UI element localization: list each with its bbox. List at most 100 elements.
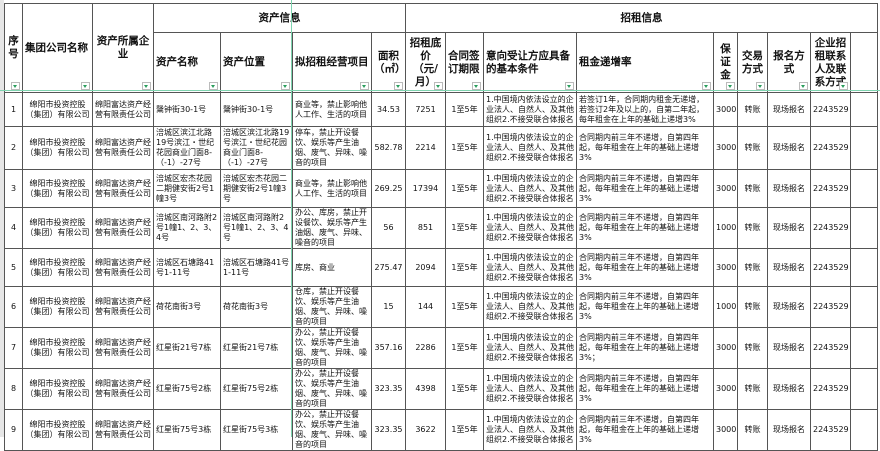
- cell-rent-growth[interactable]: 合同期内前三年不递增，自第四年起，每年租金在上年的基础上递增3%: [576, 368, 714, 410]
- cell-signup-method[interactable]: 现场报名: [767, 248, 811, 287]
- cell-price[interactable]: 2214: [405, 126, 446, 170]
- cell-trade-method[interactable]: 转账: [737, 409, 768, 451]
- cell-rent-growth[interactable]: 合同期内前三年不递增，自第四年起，每年租金在上年的基础上递增3%: [576, 286, 714, 328]
- cell-rent-growth[interactable]: 合同期内前三年不递增，自第四年起，每年租金在上年的基础上递增3%: [576, 248, 714, 287]
- cell-asset-name[interactable]: 红星街75号3栋: [153, 409, 221, 451]
- cell-rent-growth[interactable]: 合同期内前三年不递增，自第四年起，每年租金在上年的基础上递增3%: [576, 126, 714, 170]
- cell-deposit[interactable]: 1000: [713, 207, 738, 249]
- cell-note[interactable]: [849, 368, 879, 410]
- cell-project[interactable]: 仓库，禁止开设餐饮、娱乐等产生油烟、废气、异味、噪音的项目: [292, 286, 372, 328]
- header-trade-method[interactable]: 交易方式: [737, 32, 768, 93]
- cell-contact[interactable]: 2243529: [810, 409, 851, 451]
- cell-price[interactable]: 2286: [405, 327, 446, 369]
- cell-asset-name[interactable]: 涪城区石塘路41号1-11号: [153, 248, 221, 287]
- cell-rent-growth[interactable]: 合同期内前三年不递增，自第四年起，每年租金在上年的基础上递增3%: [576, 207, 714, 249]
- cell-contact[interactable]: 2243529: [810, 368, 851, 410]
- cell-trade-method[interactable]: 转账: [737, 368, 768, 410]
- cell-deposit[interactable]: 3000: [713, 169, 738, 208]
- filter-dropdown-icon[interactable]: [434, 82, 443, 90]
- cell-asset-name[interactable]: 涪城区南河路附2号1幢1、2、3、4号: [153, 207, 221, 249]
- header-project[interactable]: 拟招租经营项目: [292, 32, 372, 93]
- cell-asset-name[interactable]: 鬶钟街30-1号: [153, 92, 221, 127]
- cell-price[interactable]: 144: [405, 286, 446, 328]
- filter-dropdown-icon[interactable]: [81, 82, 90, 90]
- cell-area[interactable]: 15: [371, 286, 406, 328]
- cell-signup-method[interactable]: 现场报名: [767, 286, 811, 328]
- cell-trade-method[interactable]: 转账: [737, 126, 768, 170]
- cell-group-company[interactable]: 绵阳市投资控股（集团）有限公司: [22, 126, 93, 170]
- cell-trade-method[interactable]: 转账: [737, 169, 768, 208]
- cell-conditions[interactable]: 1.中国境内依法设立的企业法人、自然人、及其他组织2.不接受联合体报名: [483, 248, 577, 287]
- cell-asset-location[interactable]: 荷花南街3号: [220, 286, 293, 328]
- filter-dropdown-icon[interactable]: [394, 82, 403, 90]
- filter-dropdown-icon[interactable]: [11, 82, 20, 90]
- cell-price[interactable]: 851: [405, 207, 446, 249]
- cell-deposit[interactable]: 3000: [713, 126, 738, 170]
- cell-conditions[interactable]: 1.中国境内依法设立的企业法人、自然人、及其他组织2.不接受联合体报名: [483, 409, 577, 451]
- cell-trade-method[interactable]: 转账: [737, 207, 768, 249]
- cell-signup-method[interactable]: 现场报名: [767, 169, 811, 208]
- header-asset-location[interactable]: 资产位置: [220, 32, 293, 93]
- cell-conditions[interactable]: 1.中国境内依法设立的企业法人、自然人、及其他组织2.不接受联合体报名: [483, 92, 577, 127]
- cell-rent-growth[interactable]: 合同期内前三年不递增，自第四年起，每年租金在上年的基础上递增3%；: [576, 327, 714, 369]
- cell-seq[interactable]: 6: [4, 286, 23, 328]
- cell-deposit[interactable]: 3000: [713, 92, 738, 127]
- cell-note[interactable]: [849, 248, 879, 287]
- cell-trade-method[interactable]: 转账: [737, 248, 768, 287]
- cell-asset-location[interactable]: 涪城区石塘路41号1-11号: [220, 248, 293, 287]
- cell-asset-name[interactable]: 涪城区宏杰花园二期健安街2号1幢3号: [153, 169, 221, 208]
- cell-rent-growth[interactable]: 若签订1年，合同期内租金无递增，若签订2年及以上的，自第二年起，每年租金在上年的…: [576, 92, 714, 127]
- cell-enterprise[interactable]: 绵阳富达资产经营有限责任公司: [92, 248, 154, 287]
- header-rent-growth[interactable]: 租金递增率: [576, 32, 714, 93]
- cell-contact[interactable]: 2243529: [810, 248, 851, 287]
- cell-enterprise[interactable]: 绵阳富达资产经营有限责任公司: [92, 286, 154, 328]
- cell-price[interactable]: 2094: [405, 248, 446, 287]
- cell-term[interactable]: 1至5年: [445, 92, 484, 127]
- cell-note[interactable]: [849, 92, 879, 127]
- cell-area[interactable]: 34.53: [371, 92, 406, 127]
- filter-dropdown-icon[interactable]: [702, 82, 711, 90]
- cell-enterprise[interactable]: 绵阳富达资产经营有限责任公司: [92, 92, 154, 127]
- cell-area[interactable]: 275.47: [371, 248, 406, 287]
- cell-seq[interactable]: 4: [4, 207, 23, 249]
- filter-dropdown-icon[interactable]: [799, 82, 808, 90]
- cell-contact[interactable]: 2243529: [810, 92, 851, 127]
- cell-conditions[interactable]: 1.中国境内依法设立的企业法人、自然人、及其他组织2.不接受联合体报名: [483, 207, 577, 249]
- cell-deposit[interactable]: 3000: [713, 327, 738, 369]
- cell-group-company[interactable]: 绵阳市投资控股（集团）有限公司: [22, 92, 93, 127]
- cell-rent-growth[interactable]: 合同期内前三年不递增，自第四年起，每年租金在上年的基础上递增3%: [576, 169, 714, 208]
- cell-project[interactable]: 办公、库房，禁止开设餐饮、娱乐等产生油烟、废气、异味、噪音的项目: [292, 207, 372, 249]
- cell-deposit[interactable]: 3000: [713, 248, 738, 287]
- cell-note[interactable]: [849, 207, 879, 249]
- cell-term[interactable]: 1至5年: [445, 409, 484, 451]
- cell-seq[interactable]: 2: [4, 126, 23, 170]
- cell-asset-name[interactable]: 红星街75号2栋: [153, 368, 221, 410]
- cell-term[interactable]: 1至5年: [445, 286, 484, 328]
- cell-asset-location[interactable]: 红星街21号7栋: [220, 327, 293, 369]
- cell-signup-method[interactable]: 现场报名: [767, 327, 811, 369]
- filter-dropdown-icon[interactable]: [756, 82, 765, 90]
- cell-deposit[interactable]: 1000: [713, 286, 738, 328]
- cell-project[interactable]: 办公，禁止开设餐饮、娱乐等产生油烟、废气、异味、噪音的项目: [292, 409, 372, 451]
- filter-dropdown-icon[interactable]: [565, 82, 574, 90]
- cell-project[interactable]: 商业等，禁止影响他人工作、生活的项目: [292, 169, 372, 208]
- cell-area[interactable]: 582.78: [371, 126, 406, 170]
- filter-dropdown-icon[interactable]: [360, 82, 369, 90]
- cell-contact[interactable]: 2243529: [810, 286, 851, 328]
- cell-enterprise[interactable]: 绵阳富达资产经营有限责任公司: [92, 327, 154, 369]
- cell-project[interactable]: 办公，禁止开设餐饮、娱乐等产生油烟、废气、异味、噪音的项目: [292, 368, 372, 410]
- header-area[interactable]: 面积（㎡）: [371, 32, 406, 93]
- header-deposit[interactable]: 保证金: [713, 32, 738, 93]
- header-seq[interactable]: 序号: [4, 3, 23, 93]
- cell-group-company[interactable]: 绵阳市投资控股（集团）有限公司: [22, 286, 93, 328]
- cell-deposit[interactable]: 3000: [713, 409, 738, 451]
- cell-note[interactable]: [849, 169, 879, 208]
- filter-dropdown-icon[interactable]: [726, 82, 735, 90]
- cell-group-company[interactable]: 绵阳市投资控股（集团）有限公司: [22, 248, 93, 287]
- cell-trade-method[interactable]: 转账: [737, 327, 768, 369]
- header-enterprise[interactable]: 资产所属企业: [92, 3, 154, 93]
- cell-contact[interactable]: 2243529: [810, 169, 851, 208]
- cell-term[interactable]: 1至5年: [445, 169, 484, 208]
- cell-area[interactable]: 323.35: [371, 368, 406, 410]
- cell-area[interactable]: 56: [371, 207, 406, 249]
